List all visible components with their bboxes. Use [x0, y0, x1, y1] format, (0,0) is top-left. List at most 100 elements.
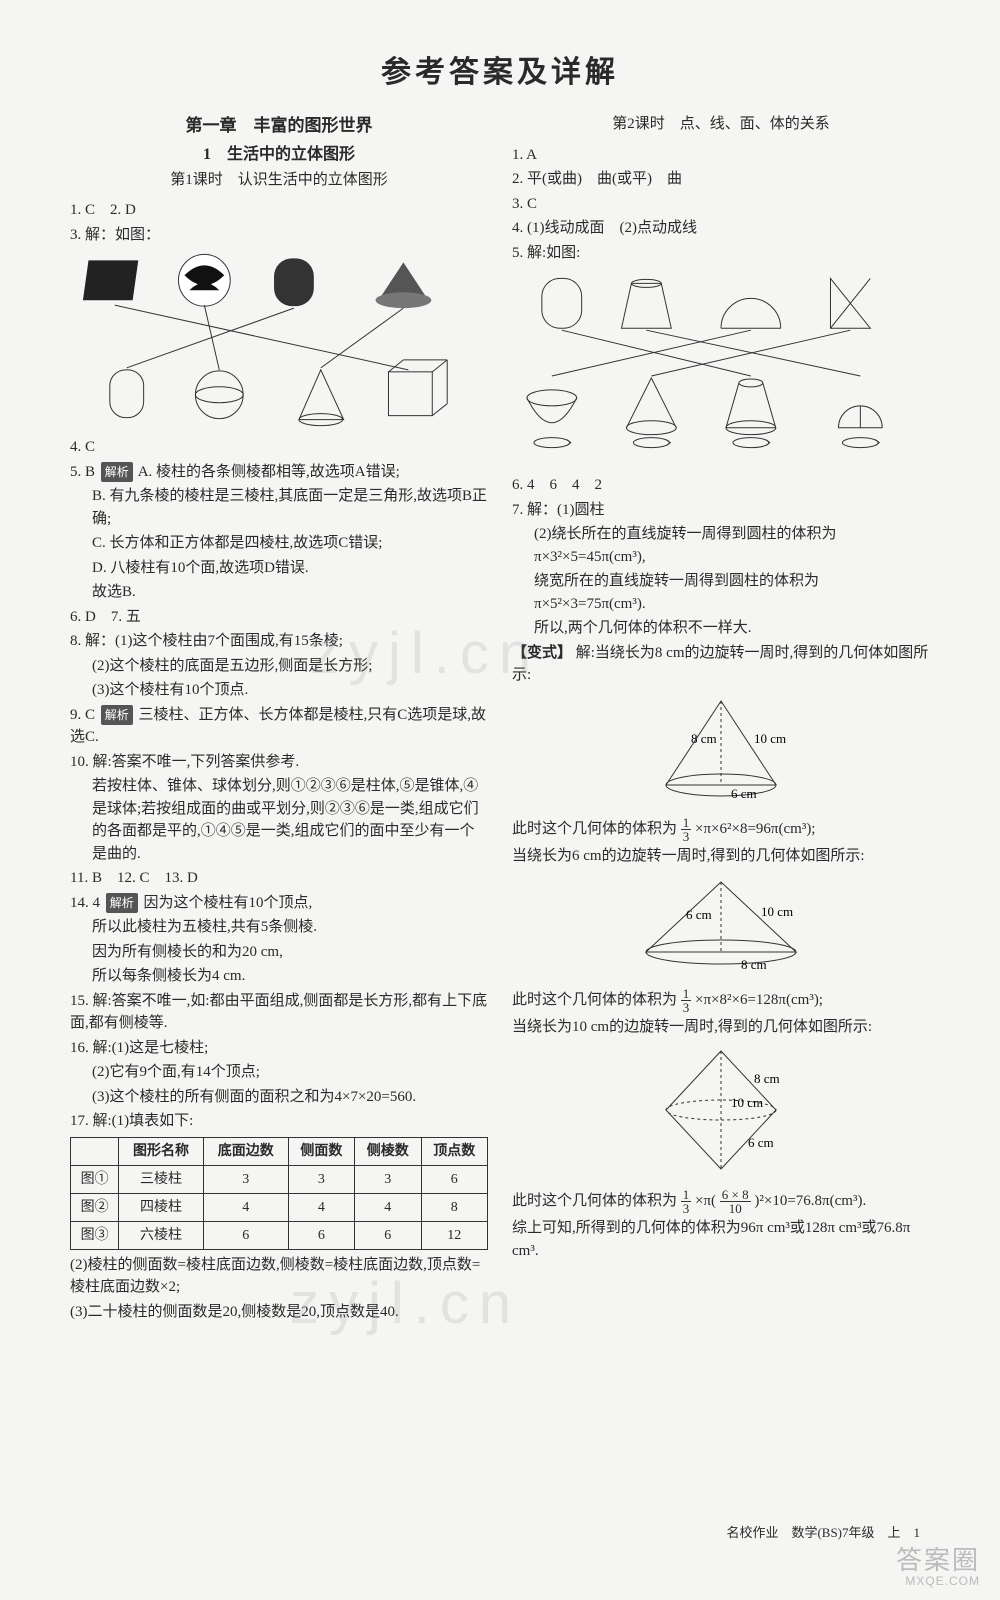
section-heading: 1 生活中的立体图形	[70, 143, 488, 167]
answer-line: 8. 解：(1)这个棱柱由7个面围成,有15条棱;	[70, 630, 488, 653]
prism-table: 图形名称 底面边数 侧面数 侧棱数 顶点数 图① 三棱柱 3 3 3 6 图② …	[70, 1137, 488, 1250]
answer-text: )²×10=76.8π(cm³).	[754, 1193, 866, 1209]
td: 6	[355, 1221, 421, 1249]
td: 3	[355, 1165, 421, 1193]
answer-line: 4. C	[70, 436, 488, 459]
answer-text: ×π(	[695, 1193, 716, 1209]
td: 图①	[71, 1165, 119, 1193]
td: 图③	[71, 1221, 119, 1249]
lesson-heading: 第1课时 认识生活中的立体图形	[70, 169, 488, 192]
td: 四棱柱	[119, 1193, 204, 1221]
answer-text: ×π×6²×8=96π(cm³);	[695, 821, 815, 837]
answer-line: (2)棱柱的侧面数=棱柱底面边数,侧棱数=棱柱底面边数,顶点数=棱柱底面边数×2…	[70, 1254, 488, 1299]
dim-label: 6 cm	[686, 907, 712, 922]
answer-line: B. 有九条棱的棱柱是三棱柱,其底面一定是三角形,故选项B正确;	[70, 485, 488, 530]
td: 3	[203, 1165, 288, 1193]
left-column: 第一章 丰富的图形世界 1 生活中的立体图形 第1课时 认识生活中的立体图形 1…	[70, 113, 488, 1325]
answer-line: 因为所有侧棱长的和为20 cm,	[70, 941, 488, 964]
answer-line: 3. C	[512, 193, 930, 216]
dim-label: 8 cm	[754, 1071, 780, 1086]
logo-cn: 答案圈	[896, 1546, 980, 1575]
answer-line: 当绕长为10 cm的边旋转一周时,得到的几何体如图所示:	[512, 1016, 930, 1039]
td: 六棱柱	[119, 1221, 204, 1249]
td: 三棱柱	[119, 1165, 204, 1193]
answer-line: 7. 解：(1)圆柱	[512, 499, 930, 522]
dim-label: 8 cm	[741, 957, 767, 972]
dim-label: 10 cm	[761, 904, 793, 919]
table-row: 图③ 六棱柱 6 6 6 12	[71, 1221, 488, 1249]
answer-line: 【变式】 解:当绕长为8 cm的边旋转一周时,得到的几何体如图所示:	[512, 642, 930, 687]
answer-line: 此时这个几何体的体积为 13 ×π( 6 × 810 )²×10=76.8π(c…	[512, 1188, 930, 1215]
td: 8	[421, 1193, 487, 1221]
answer-text: 此时这个几何体的体积为	[512, 1193, 677, 1209]
fraction: 13	[681, 987, 692, 1014]
answer-line: 此时这个几何体的体积为 13 ×π×8²×6=128π(cm³);	[512, 987, 930, 1014]
answer-line: 5. 解:如图:	[512, 242, 930, 265]
th: 侧面数	[288, 1137, 354, 1165]
corner-logo: 答案圈 MXQE.COM	[896, 1546, 980, 1588]
answer-line: 11. B 12. C 13. D	[70, 867, 488, 890]
logo-en: MXQE.COM	[896, 1575, 980, 1588]
answer-line: 14. 4 解析 因为这个棱柱有10个顶点,	[70, 892, 488, 915]
answer-text: 14. 4	[70, 895, 100, 911]
answer-line: (2)它有9个面,有14个顶点;	[70, 1061, 488, 1084]
answer-text: 此时这个几何体的体积为	[512, 821, 677, 837]
answer-line: 1. C 2. D	[70, 199, 488, 222]
answer-line: 16. 解:(1)这是七棱柱;	[70, 1037, 488, 1060]
analysis-tag: 解析	[106, 893, 138, 913]
page-footer: 名校作业 数学(BS)7年级 上 1	[726, 1523, 920, 1543]
td: 4	[355, 1193, 421, 1221]
answer-text: 9. C	[70, 707, 95, 723]
cone-figure-2: 6 cm 10 cm 8 cm	[512, 874, 930, 982]
answer-text: ×π×8²×6=128π(cm³);	[695, 992, 823, 1008]
dim-label: 10 cm	[731, 1095, 763, 1110]
answer-line: 绕宽所在的直线旋转一周得到圆柱的体积为 π×5²×3=75π(cm³).	[512, 570, 930, 615]
th: 顶点数	[421, 1137, 487, 1165]
table-row: 图① 三棱柱 3 3 3 6	[71, 1165, 488, 1193]
fraction: 13	[681, 816, 692, 843]
lesson-heading: 第2课时 点、线、面、体的关系	[512, 113, 930, 136]
answer-line: (3)这个棱柱的所有侧面的面积之和为4×7×20=560.	[70, 1086, 488, 1109]
td: 4	[203, 1193, 288, 1221]
answer-line: 所以此棱柱为五棱柱,共有5条侧棱.	[70, 916, 488, 939]
answer-line: (3)这个棱柱有10个顶点.	[70, 679, 488, 702]
analysis-tag: 解析	[101, 462, 133, 482]
dim-label: 10 cm	[754, 731, 786, 746]
dim-label: 8 cm	[691, 731, 717, 746]
td: 12	[421, 1221, 487, 1249]
answer-line: 15. 解:答案不唯一,如:都由平面组成,侧面都是长方形,都有上下底面,都有侧棱…	[70, 990, 488, 1035]
answer-line: 4. (1)线动成面 (2)点动成线	[512, 217, 930, 240]
answer-line: 9. C 解析 三棱柱、正方体、长方体都是棱柱,只有C选项是球,故选C.	[70, 704, 488, 749]
answer-text: 5. B	[70, 464, 95, 480]
dim-label: 6 cm	[731, 786, 757, 801]
answer-text: 此时这个几何体的体积为	[512, 992, 677, 1008]
td: 4	[288, 1193, 354, 1221]
td: 6	[288, 1221, 354, 1249]
answer-line: 此时这个几何体的体积为 13 ×π×6²×8=96π(cm³);	[512, 816, 930, 843]
answer-line: 故选B.	[70, 581, 488, 604]
answer-line: 所以,两个几何体的体积不一样大.	[512, 617, 930, 640]
table-header-row: 图形名称 底面边数 侧面数 侧棱数 顶点数	[71, 1137, 488, 1165]
analysis-tag: 解析	[101, 705, 133, 725]
answer-line: 当绕长为6 cm的边旋转一周时,得到的几何体如图所示:	[512, 845, 930, 868]
answer-line: (2)绕长所在的直线旋转一周得到圆柱的体积为 π×3²×5=45π(cm³),	[512, 523, 930, 568]
answer-line: 若按柱体、锥体、球体划分,则①②③⑥是柱体,⑤是锥体,④是球体;若按组成面的曲或…	[70, 775, 488, 865]
cone-figure-1: 8 cm 10 cm 6 cm	[512, 693, 930, 811]
dim-label: 6 cm	[748, 1135, 774, 1150]
td: 6	[203, 1221, 288, 1249]
td: 3	[288, 1165, 354, 1193]
answer-line: 1. A	[512, 144, 930, 167]
answer-line: 所以每条侧棱长为4 cm.	[70, 965, 488, 988]
answer-line: 3. 解：如图：	[70, 224, 488, 247]
fraction: 13	[681, 1188, 692, 1215]
matching-figure	[70, 250, 488, 430]
table-row: 图② 四棱柱 4 4 4 8	[71, 1193, 488, 1221]
td: 6	[421, 1165, 487, 1193]
chapter-heading: 第一章 丰富的图形世界	[70, 113, 488, 139]
answer-line: 6. 4 6 4 2	[512, 474, 930, 497]
answer-line: 10. 解:答案不唯一,下列答案供参考.	[70, 751, 488, 774]
rotation-figure	[512, 268, 930, 468]
answer-line: 17. 解:(1)填表如下:	[70, 1110, 488, 1133]
bicone-figure: 8 cm 10 cm 6 cm	[512, 1045, 930, 1183]
page-title: 参考答案及详解	[70, 50, 930, 95]
